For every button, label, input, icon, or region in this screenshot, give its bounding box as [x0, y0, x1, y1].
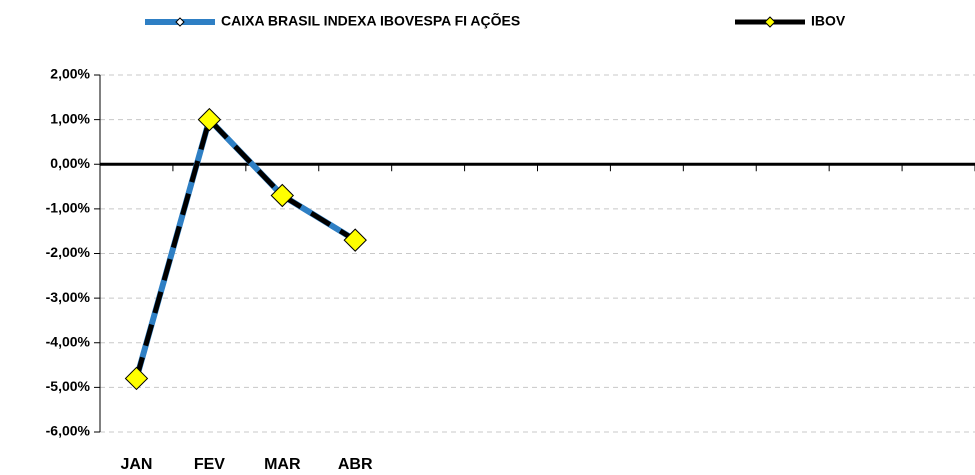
marker — [270, 183, 294, 208]
y-tick-label: -1,00% — [46, 200, 91, 216]
x-tick-label: FEV — [194, 456, 225, 473]
marker — [124, 366, 149, 391]
x-tick-label: ABR — [338, 456, 373, 473]
y-tick-label: -2,00% — [46, 244, 91, 260]
y-tick-label: -3,00% — [46, 289, 91, 305]
line-series — [134, 114, 357, 380]
y-tick-label: -4,00% — [46, 333, 91, 349]
legend-label: IBOV — [811, 13, 846, 29]
marker — [343, 228, 367, 252]
x-tick-label: MAR — [264, 456, 301, 473]
legend-marker — [764, 16, 776, 28]
y-tick-label: -5,00% — [46, 378, 91, 394]
x-tick-label: JAN — [120, 456, 152, 473]
y-tick-label: -6,00% — [46, 423, 91, 439]
y-tick-label: 1,00% — [50, 110, 90, 126]
y-tick-label: 0,00% — [50, 155, 90, 171]
y-tick-label: 2,00% — [50, 66, 90, 82]
marker — [197, 107, 222, 132]
legend-label: CAIXA BRASIL INDEXA IBOVESPA FI AÇÕES — [221, 12, 520, 29]
legend-marker — [175, 17, 185, 27]
